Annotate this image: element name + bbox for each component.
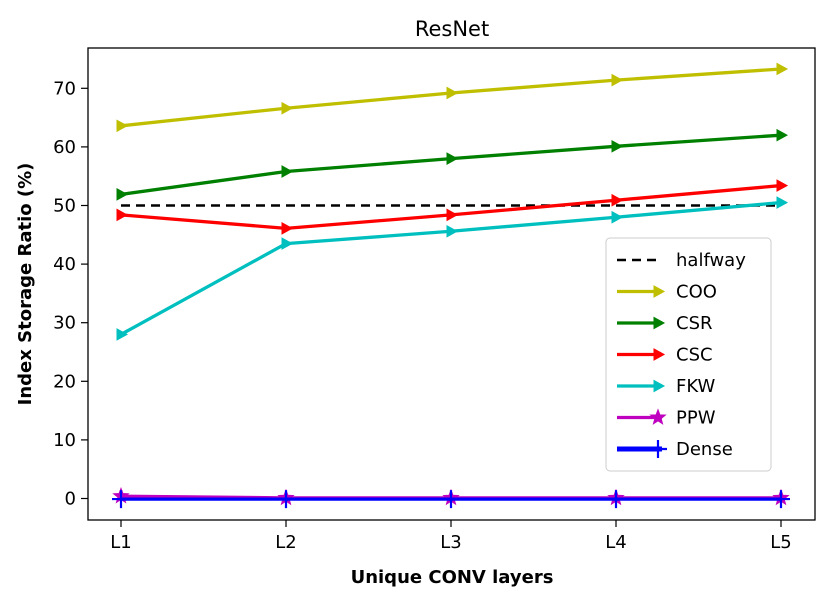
x-axis: L1 L2 L3 L4 L5: [110, 520, 792, 553]
legend-label-csr: CSR: [676, 313, 713, 334]
series-coo: [116, 62, 789, 133]
x-tick-label-l1: L1: [110, 532, 131, 553]
legend-entry-csr: CSR: [617, 313, 713, 334]
x-tick-label-l4: L4: [605, 532, 626, 553]
legend-marker-ppw: [649, 408, 667, 425]
data-point-csr-l3: [446, 152, 459, 165]
legend-entry-halfway: halfway: [617, 250, 746, 271]
y-tick-label-60: 60: [53, 137, 76, 158]
data-point-csc-l5: [776, 179, 789, 192]
y-tick-label-0: 0: [65, 489, 76, 510]
data-point-coo-l1: [116, 119, 129, 133]
y-tick-label-40: 40: [53, 254, 76, 275]
data-point-dense-l3: [442, 490, 460, 509]
y-tick-label-50: 50: [53, 196, 76, 217]
series-dense: [112, 490, 790, 509]
legend-marker-csr: [653, 316, 666, 330]
data-point-fkw-l5: [776, 196, 789, 209]
data-point-fkw-l2: [281, 237, 294, 250]
data-point-csr-l4: [611, 139, 624, 153]
legend-label-halfway: halfway: [676, 250, 746, 271]
data-point-dense-l1: [112, 490, 130, 509]
data-point-csc-l4: [611, 193, 624, 207]
x-tick-label-l2: L2: [275, 532, 296, 553]
legend-entry-ppw: PPW: [617, 408, 716, 429]
data-point-dense-l4: [607, 490, 625, 509]
data-point-csc-l2: [281, 222, 294, 235]
series-fkw: [116, 196, 789, 341]
legend-marker-fkw: [653, 379, 666, 393]
data-point-fkw-l1: [116, 328, 129, 341]
legend-marker-coo: [653, 285, 666, 298]
data-point-dense-l2: [277, 490, 295, 509]
legend-label-fkw: FKW: [676, 376, 716, 397]
x-tick-label-l5: L5: [770, 532, 791, 553]
data-point-csr-l2: [281, 165, 294, 178]
data-point-coo-l5: [776, 62, 789, 76]
series-layer: [112, 62, 790, 509]
legend-entry-dense: Dense: [617, 439, 733, 460]
y-tick-label-30: 30: [53, 313, 76, 334]
series-csc: [116, 179, 789, 235]
y-tick-label-70: 70: [53, 78, 76, 99]
data-point-csr-l1: [116, 188, 129, 201]
legend-marker-csc: [653, 348, 666, 361]
legend-box: [605, 237, 772, 472]
legend-entry-fkw: FKW: [617, 376, 716, 397]
data-point-coo-l3: [446, 86, 459, 100]
data-point-fkw-l3: [446, 224, 459, 238]
chart-title: ResNet: [415, 17, 489, 41]
data-point-dense-l5: [772, 490, 790, 509]
x-axis-title: Unique CONV layers: [351, 567, 554, 588]
data-point-fkw-l4: [611, 210, 624, 224]
data-point-csr-l5: [776, 128, 789, 142]
legend-label-ppw: PPW: [676, 408, 716, 429]
legend-entry-csc: CSC: [617, 345, 713, 366]
legend: halfway COO CSR CSC FKW PPW Dense: [605, 237, 772, 472]
legend-label-dense: Dense: [676, 439, 733, 460]
legend-label-csc: CSC: [676, 345, 713, 366]
y-axis: 0 10 20 30 40 50 60 70: [53, 78, 88, 510]
legend-label-coo: COO: [676, 282, 717, 303]
y-axis-title: Index Storage Ratio (%): [15, 163, 36, 406]
x-tick-label-l3: L3: [440, 532, 461, 553]
legend-entry-coo: COO: [617, 282, 717, 303]
legend-marker-dense: [649, 440, 667, 458]
data-point-csc-l1: [116, 208, 129, 222]
series-csr: [116, 128, 789, 201]
data-point-coo-l4: [611, 73, 624, 87]
data-point-coo-l2: [281, 101, 294, 115]
y-tick-label-10: 10: [53, 430, 76, 451]
data-point-csc-l3: [446, 208, 459, 222]
y-tick-label-20: 20: [53, 371, 76, 392]
plot-area: [87, 47, 816, 521]
